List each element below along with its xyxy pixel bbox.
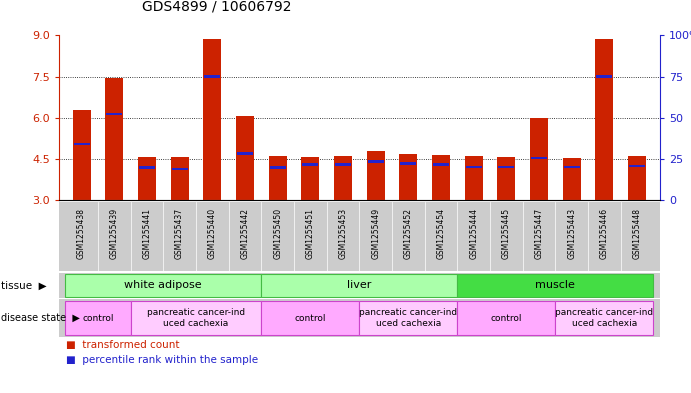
Bar (205, 75, 220, 78)
Bar (399, 154, 417, 200)
Text: control: control (294, 314, 326, 323)
Bar (65, 301, 131, 335)
Bar (628, 156, 646, 200)
Bar (359, 301, 457, 335)
Bar (368, 160, 384, 163)
Bar (457, 274, 654, 297)
Text: pancreatic cancer-ind
uced cachexia: pancreatic cancer-ind uced cachexia (359, 309, 457, 328)
Bar (73, 110, 91, 200)
Text: GSM1255442: GSM1255442 (240, 208, 249, 259)
Bar (269, 166, 285, 169)
Text: GSM1255454: GSM1255454 (437, 208, 446, 259)
Bar (556, 301, 654, 335)
Text: pancreatic cancer-ind
uced cachexia: pancreatic cancer-ind uced cachexia (147, 309, 245, 328)
Text: GDS4899 / 10606792: GDS4899 / 10606792 (142, 0, 291, 14)
Bar (261, 301, 359, 335)
Bar (171, 157, 189, 200)
Bar (530, 118, 548, 200)
Text: muscle: muscle (536, 280, 576, 290)
Text: GSM1255449: GSM1255449 (371, 208, 380, 259)
Bar (139, 166, 155, 169)
Text: ■  percentile rank within the sample: ■ percentile rank within the sample (66, 355, 258, 365)
Text: GSM1255452: GSM1255452 (404, 208, 413, 259)
Bar (432, 155, 450, 200)
Bar (464, 156, 482, 200)
Text: GSM1255443: GSM1255443 (567, 208, 576, 259)
Bar (562, 158, 580, 200)
Bar (400, 162, 417, 165)
Bar (596, 75, 612, 78)
Bar (596, 39, 614, 200)
Text: control: control (82, 314, 114, 323)
Text: ■  transformed count: ■ transformed count (66, 340, 179, 350)
Text: GSM1255444: GSM1255444 (469, 208, 478, 259)
Text: GSM1255437: GSM1255437 (175, 208, 184, 259)
Text: GSM1255440: GSM1255440 (208, 208, 217, 259)
Text: disease state  ▶: disease state ▶ (1, 313, 79, 323)
Text: control: control (491, 314, 522, 323)
Bar (301, 157, 319, 200)
Text: GSM1255439: GSM1255439 (110, 208, 119, 259)
Bar (335, 163, 351, 166)
Bar (302, 163, 319, 166)
Bar (334, 156, 352, 200)
Text: GSM1255450: GSM1255450 (273, 208, 282, 259)
Text: GSM1255445: GSM1255445 (502, 208, 511, 259)
Bar (237, 152, 253, 155)
Bar (629, 165, 645, 167)
Bar (367, 151, 385, 200)
Text: GSM1255453: GSM1255453 (339, 208, 348, 259)
Bar (171, 167, 188, 170)
Text: GSM1255451: GSM1255451 (306, 208, 315, 259)
Bar (236, 116, 254, 200)
Bar (106, 112, 122, 115)
Text: GSM1255441: GSM1255441 (142, 208, 151, 259)
Text: pancreatic cancer-ind
uced cachexia: pancreatic cancer-ind uced cachexia (556, 309, 654, 328)
Bar (65, 274, 261, 297)
Bar (466, 165, 482, 168)
Bar (261, 274, 457, 297)
Bar (138, 157, 156, 200)
Bar (498, 165, 514, 168)
Text: liver: liver (347, 280, 372, 290)
Text: tissue  ▶: tissue ▶ (1, 280, 46, 290)
Bar (498, 157, 515, 200)
Bar (73, 143, 90, 145)
Text: white adipose: white adipose (124, 280, 202, 290)
Bar (269, 156, 287, 200)
Text: GSM1255446: GSM1255446 (600, 208, 609, 259)
Text: GSM1255438: GSM1255438 (77, 208, 86, 259)
Bar (433, 163, 449, 166)
Text: GSM1255447: GSM1255447 (535, 208, 544, 259)
Bar (131, 301, 261, 335)
Bar (105, 78, 123, 200)
Bar (203, 39, 221, 200)
Bar (531, 156, 547, 159)
Text: GSM1255448: GSM1255448 (632, 208, 641, 259)
Bar (457, 301, 556, 335)
Bar (564, 165, 580, 168)
